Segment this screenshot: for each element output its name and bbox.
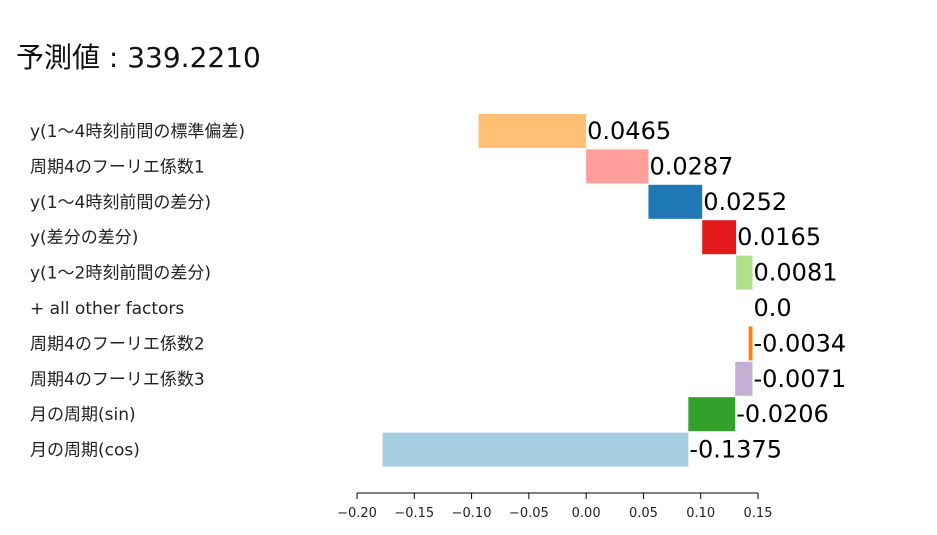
- category-label: 月の周期(sin): [30, 405, 136, 425]
- value-label: 0.0165: [737, 223, 821, 251]
- value-label: -0.0071: [754, 365, 847, 393]
- value-labels: 0.0465 0.0287 0.0252 0.0165 0.0081 0.0 -0.0034…: [587, 117, 846, 464]
- x-tick-label: −0.05: [509, 506, 549, 521]
- category-label: 周期4のフーリエ係数3: [30, 370, 205, 390]
- category-label: y(差分の差分): [30, 228, 138, 248]
- x-tick-label: −0.10: [452, 506, 492, 521]
- category-label: 周期4のフーリエ係数1: [30, 157, 205, 177]
- x-axis: −0.20 −0.15 −0.10 −0.05 0.00 0.05 0.10 0.15: [337, 492, 773, 521]
- value-label: -0.0034: [754, 329, 847, 357]
- x-tick-label: 0.15: [744, 506, 773, 521]
- bar-10: [382, 432, 689, 467]
- category-label: y(1～4時刻前間の差分): [30, 193, 211, 213]
- category-label: 周期4のフーリエ係数2: [30, 334, 205, 354]
- x-tick-label: −0.20: [337, 506, 377, 521]
- bar-9: [688, 397, 736, 432]
- category-label: + all other factors: [30, 299, 184, 319]
- category-label: y(1～4時刻前間の標準偏差): [30, 122, 245, 142]
- value-label: 0.0252: [703, 188, 787, 216]
- bar-2: [586, 149, 649, 184]
- bars-group: [382, 114, 753, 467]
- x-tick-label: 0.05: [629, 506, 658, 521]
- bar-8: [735, 361, 753, 396]
- x-tick-label: 0.00: [572, 506, 601, 521]
- bar-7: [748, 326, 753, 361]
- bar-4: [702, 220, 737, 255]
- category-labels: y(1～4時刻前間の標準偏差) 周期4のフーリエ係数1 y(1～4時刻前間の差分) y…: [30, 122, 245, 461]
- value-label: -0.1375: [689, 436, 782, 464]
- bar-5: [736, 255, 753, 290]
- bar-3: [648, 184, 703, 219]
- bar-1: [478, 114, 587, 148]
- value-label: 0.0465: [587, 117, 671, 145]
- x-tick-label: 0.10: [686, 506, 715, 521]
- x-tick-label: −0.15: [394, 506, 434, 521]
- category-label: 月の周期(cos): [30, 441, 140, 461]
- value-label: 0.0081: [754, 259, 838, 287]
- category-label: y(1～2時刻前間の差分): [30, 264, 211, 284]
- value-label: -0.0206: [736, 400, 829, 428]
- value-label: 0.0: [754, 294, 792, 322]
- chart-title: 予測値 : 339.2210: [16, 41, 261, 74]
- value-label: 0.0287: [649, 152, 733, 180]
